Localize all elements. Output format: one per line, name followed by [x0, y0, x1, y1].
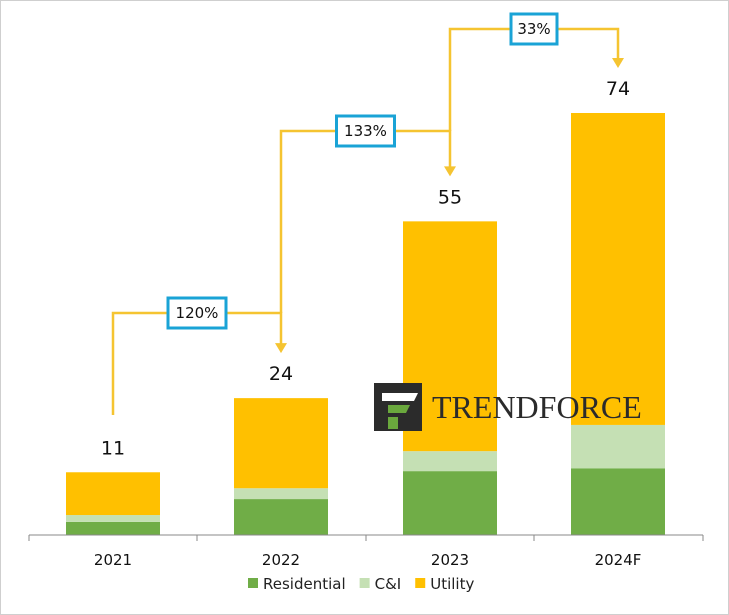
bar-residential-2022 [234, 499, 328, 535]
bar-utility-2022 [234, 398, 328, 489]
total-label: 74 [606, 78, 630, 100]
growth-arrowhead [612, 58, 624, 68]
bar-residential-2024f [571, 468, 665, 535]
x-tick-label: 2022 [262, 551, 300, 569]
bar-utility-2024f [571, 113, 665, 425]
bar-residential-2023 [403, 471, 497, 535]
legend-label-residential: Residential [263, 575, 346, 593]
bar-c-i-2022 [234, 488, 328, 500]
trendforce-wordmark: TRENDFORCE [432, 389, 642, 425]
bar-c-i-2024f [571, 424, 665, 469]
bar-c-i-2021 [66, 515, 160, 522]
total-label: 55 [438, 186, 462, 208]
growth-rate-box [509, 12, 559, 46]
legend-label-c-i: C&I [375, 575, 402, 593]
x-axis [28, 534, 704, 541]
legend-swatch-utility [415, 578, 426, 588]
legend-label-utility: Utility [430, 575, 474, 593]
growth-rate-label: 33% [517, 20, 550, 38]
legend: Residential C&I Utility [248, 575, 474, 593]
growth-rate-box [166, 296, 228, 330]
total-label: 24 [269, 363, 293, 385]
growth-arrowhead [275, 343, 287, 354]
bar-residential-2021 [66, 521, 160, 535]
bars-layer [66, 113, 665, 535]
x-tick-label: 2023 [431, 551, 469, 569]
total-labels: 11 24 55 74 [101, 78, 630, 459]
legend-swatch-c-i [359, 578, 370, 588]
growth-rate-box [335, 114, 396, 148]
bar-c-i-2023 [403, 451, 497, 472]
x-tick-label: 2024F [595, 551, 642, 569]
growth-rate-label: 120% [176, 304, 219, 322]
total-label: 11 [101, 437, 125, 459]
trendforce-watermark: TRENDFORCE [374, 383, 642, 431]
growth-arrowhead [444, 166, 456, 177]
growth-connectors: 120% 133% 33% [111, 12, 624, 415]
bar-utility-2021 [66, 472, 160, 516]
growth-rate-label: 133% [344, 122, 387, 140]
x-tick-label: 2021 [94, 551, 132, 569]
x-tick-labels: 2021 2022 2023 2024F [94, 551, 642, 569]
legend-swatch-residential [248, 578, 258, 588]
trendforce-logo-icon [374, 383, 422, 431]
